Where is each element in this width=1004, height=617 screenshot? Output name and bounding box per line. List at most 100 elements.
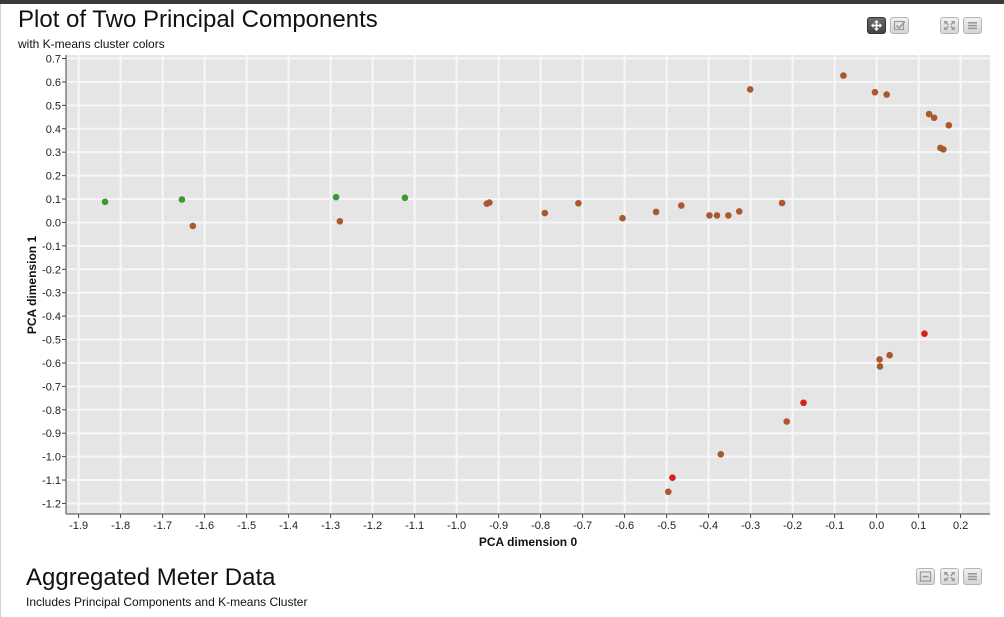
x-tick-label: -1.2 bbox=[363, 520, 382, 532]
data-point bbox=[800, 399, 807, 407]
x-tick-label: -0.5 bbox=[657, 520, 676, 532]
minimize-button[interactable] bbox=[916, 568, 935, 585]
x-tick-label: -1.0 bbox=[447, 520, 466, 532]
y-tick-label: -0.6 bbox=[42, 358, 61, 370]
fullscreen-button-2[interactable] bbox=[940, 568, 959, 585]
data-point bbox=[871, 88, 879, 96]
x-tick-label: -0.9 bbox=[489, 520, 508, 532]
x-tick-label: -0.7 bbox=[573, 520, 592, 532]
x-tick-label: -0.6 bbox=[615, 520, 634, 532]
data-point bbox=[930, 114, 938, 122]
fullscreen-button[interactable] bbox=[940, 17, 959, 34]
data-point bbox=[746, 86, 754, 93]
data-point bbox=[713, 212, 721, 219]
data-point bbox=[678, 202, 685, 209]
data-point bbox=[876, 363, 884, 370]
x-tick-label: -1.4 bbox=[279, 520, 298, 532]
chart-title: Plot of Two Principal Components bbox=[18, 6, 378, 33]
data-point bbox=[886, 351, 893, 359]
pca-scatter-chart: -1.9 -1.8 -1.7 -1.6 -1.5 -1.4 -1.3 -1.2 -1.1 -1.0… bbox=[25, 54, 990, 549]
data-point bbox=[778, 199, 786, 207]
pan-move-icon bbox=[871, 20, 882, 31]
data-point bbox=[925, 110, 933, 118]
data-point bbox=[945, 121, 953, 129]
data-point bbox=[717, 450, 725, 458]
x-tick-label: -1.5 bbox=[237, 520, 256, 532]
x-tick-label: -0.2 bbox=[783, 520, 802, 532]
y-tick-label: 0.7 bbox=[46, 54, 61, 66]
data-point bbox=[706, 212, 713, 219]
y-tick-label: 0.0 bbox=[46, 217, 61, 229]
pan-button[interactable] bbox=[867, 17, 886, 34]
hamburger-menu-icon bbox=[968, 573, 977, 581]
y-tick-label: -0.1 bbox=[42, 241, 61, 253]
x-tick-label: -1.7 bbox=[153, 520, 172, 532]
data-point bbox=[652, 208, 660, 216]
y-tick-label: 0.1 bbox=[46, 194, 61, 206]
box-select-icon bbox=[893, 20, 906, 31]
x-tick-label: -0.8 bbox=[531, 520, 550, 532]
x-tick-label: -1.8 bbox=[111, 520, 130, 532]
data-point bbox=[725, 212, 732, 219]
data-point bbox=[669, 474, 676, 482]
data-point bbox=[883, 91, 890, 98]
x-tick-label: 0.2 bbox=[953, 520, 968, 532]
data-point bbox=[840, 72, 847, 79]
y-tick-label: -0.7 bbox=[42, 381, 61, 393]
y-tick-label: -0.2 bbox=[42, 264, 61, 276]
data-point bbox=[178, 196, 186, 203]
box-select-button[interactable] bbox=[890, 17, 909, 34]
x-tick-label: 0.1 bbox=[911, 520, 926, 532]
y-tick-label: 0.6 bbox=[46, 77, 61, 89]
y-tick-label: -0.5 bbox=[42, 335, 61, 347]
y-tick-label: 0.4 bbox=[46, 124, 61, 136]
section-title: Aggregated Meter Data bbox=[26, 564, 276, 591]
x-tick-label: -1.6 bbox=[195, 520, 214, 532]
x-tick-label: -1.9 bbox=[69, 520, 88, 532]
data-point bbox=[486, 199, 493, 206]
x-tick-label: -0.3 bbox=[741, 520, 760, 532]
y-tick-label: -0.3 bbox=[42, 288, 61, 300]
y-tick-label: -1.1 bbox=[42, 475, 61, 487]
data-point bbox=[541, 209, 549, 217]
data-point bbox=[921, 330, 928, 337]
y-tick-label: -0.4 bbox=[42, 311, 61, 323]
data-point bbox=[332, 193, 340, 201]
plot-area bbox=[66, 55, 990, 514]
data-point bbox=[783, 418, 791, 425]
data-point bbox=[735, 208, 743, 215]
chart-subtitle: with K-means cluster colors bbox=[18, 37, 165, 51]
section-subtitle: Includes Principal Components and K-mean… bbox=[26, 595, 308, 609]
data-point bbox=[189, 222, 197, 230]
y-tick-label: -1.0 bbox=[42, 452, 61, 464]
y-tick-label: -0.8 bbox=[42, 405, 61, 417]
y-tick-label: 0.2 bbox=[46, 171, 61, 183]
x-axis-label: PCA dimension 0 bbox=[479, 535, 578, 549]
x-tick-label: -1.3 bbox=[321, 520, 340, 532]
menu-button[interactable] bbox=[963, 17, 982, 34]
y-tick-label: -1.2 bbox=[42, 498, 61, 510]
data-point bbox=[940, 146, 947, 153]
x-tick-label: -0.4 bbox=[699, 520, 718, 532]
data-point bbox=[401, 194, 409, 202]
data-point bbox=[575, 199, 582, 207]
data-point bbox=[336, 217, 344, 225]
hamburger-menu-icon bbox=[968, 22, 977, 30]
data-point bbox=[101, 198, 109, 206]
x-tick-label: -0.1 bbox=[825, 520, 844, 532]
top-border bbox=[0, 0, 1004, 4]
minimize-icon bbox=[919, 571, 932, 582]
y-tick-label: -0.9 bbox=[42, 428, 61, 440]
y-tick-label: 0.5 bbox=[46, 100, 61, 112]
menu-button-2[interactable] bbox=[963, 568, 982, 585]
y-tick-label: 0.3 bbox=[46, 147, 61, 159]
fullscreen-icon bbox=[944, 572, 955, 581]
x-tick-label: 0.0 bbox=[869, 520, 884, 532]
data-point bbox=[664, 488, 672, 496]
x-tick-label: -1.1 bbox=[405, 520, 424, 532]
left-border bbox=[0, 4, 1, 617]
y-axis-label: PCA dimension 1 bbox=[25, 236, 39, 335]
data-point bbox=[876, 356, 883, 363]
data-point bbox=[619, 214, 626, 222]
fullscreen-icon bbox=[944, 21, 955, 30]
